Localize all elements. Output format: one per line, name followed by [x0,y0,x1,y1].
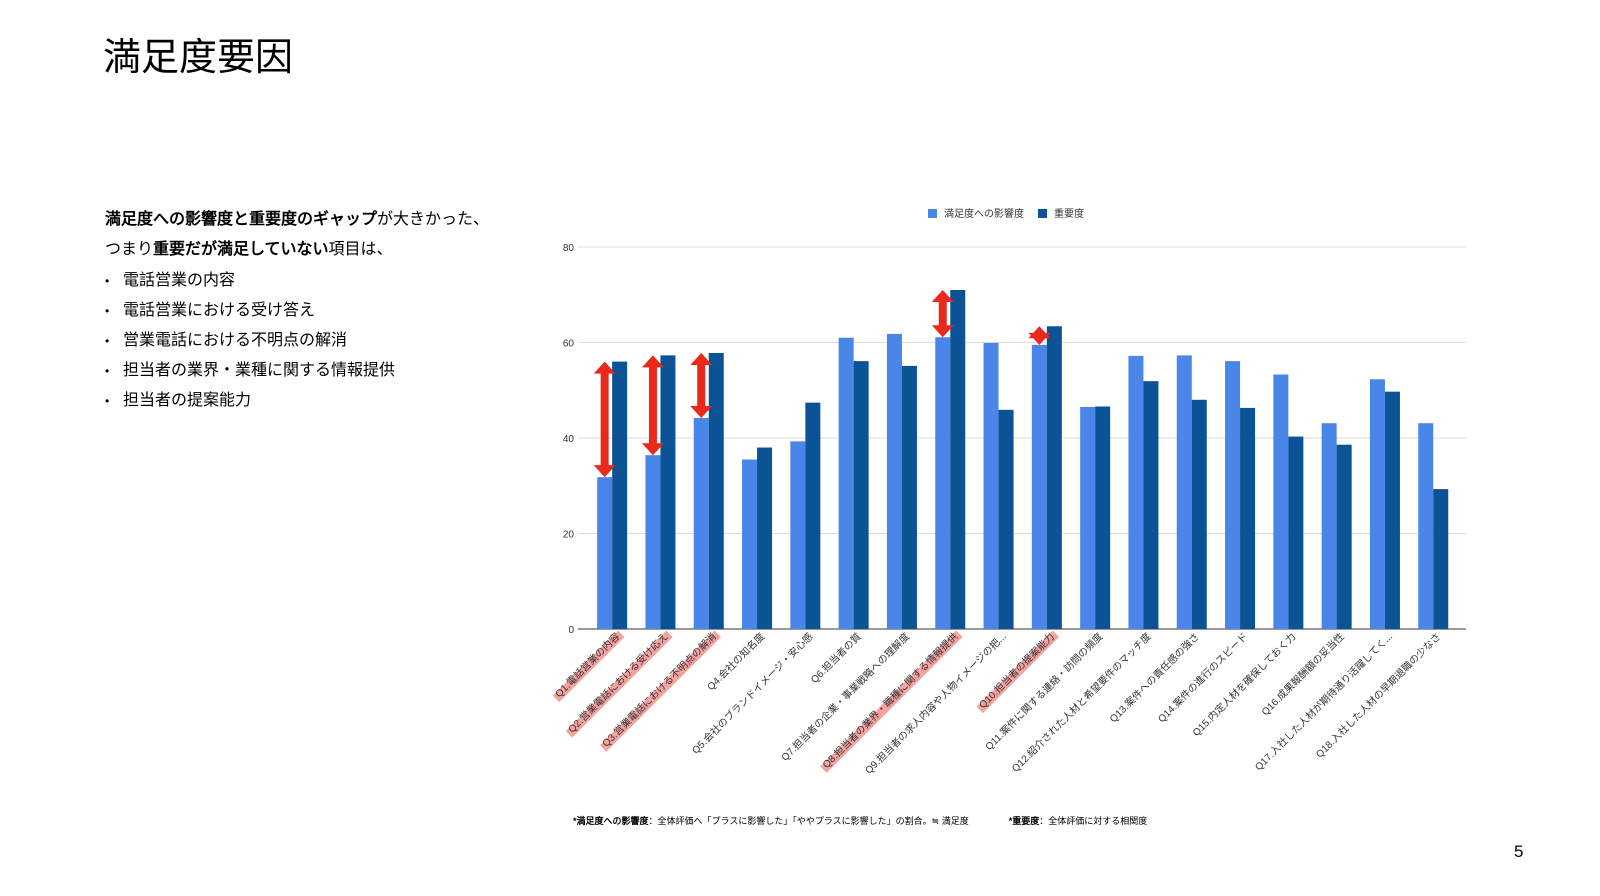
bar [645,455,661,629]
intro-text: 項目は、 [328,241,393,258]
footnote-text: ：全体評価へ「プラスに影響した」「ややプラスに影響した」の割合。≒ 満足度 [648,816,969,826]
footnote-text: ：全体評価に対する相関度 [1039,816,1148,826]
footnotes: *満足度への影響度：全体評価へ「プラスに影響した」「ややプラスに影響した」の割合… [573,814,1187,827]
legend-swatch [1038,209,1047,218]
bar [1191,399,1207,629]
bar [901,365,917,629]
bar [1031,344,1047,629]
bar [1336,444,1352,629]
bar [790,441,806,629]
y-tick-label: 80 [563,243,575,254]
y-tick-label: 20 [563,530,575,541]
page-number: 5 [1514,842,1524,861]
bar [1433,489,1449,629]
bar [805,402,821,629]
x-tick-label: Q15.内定人材を確保しておく力 [1190,630,1299,739]
label-highlight [552,630,625,703]
bar [1080,406,1096,629]
x-label-group: Q16.成果報酬額の妥当性 [1259,630,1347,718]
x-label-group: Q2.営業電話における受け応え [565,630,673,738]
bar [1128,355,1144,629]
x-tick-label: Q2.営業電話における受け応え [565,630,670,735]
gap-arrow [690,353,713,418]
bar [1095,406,1111,629]
x-label-group: Q10.担当者の提案能力 [976,630,1060,714]
bar [742,459,758,629]
bar [708,353,724,629]
bar [853,361,869,629]
bar [1418,423,1434,629]
bullet: 電話営業における受け答え [105,296,395,326]
gap-arrow [641,355,664,456]
gap-arrow [931,289,954,338]
intro-text: が大きかった、つまり [105,211,490,258]
bar [1288,436,1304,629]
bar [838,337,854,629]
bar [1240,407,1256,629]
title: 満足度要因 [103,37,294,79]
bar [935,337,951,629]
bar [1321,423,1337,629]
bar [1225,361,1241,629]
x-tick-label: Q16.成果報酬額の妥当性 [1259,630,1347,718]
x-tick-label: Q13.案件への責任感の強さ [1107,630,1202,725]
footnote: *満足度への影響度：全体評価へ「プラスに影響した」「ややプラスに影響した」の割合… [573,816,969,826]
bar [693,417,709,629]
legend-label: 満足度への影響度 [944,207,1024,220]
intro: 満足度への影響度と重要度のギャップが大きかった、つまり重要だが満足していない項目… [105,205,495,265]
bar [886,333,902,629]
bullet: 担当者の提案能力 [105,386,395,416]
y-tick-label: 0 [568,625,574,636]
x-tick-label: Q6.担当者の質 [808,630,864,686]
bar [1273,374,1289,629]
bar [1176,355,1192,629]
label-highlight [820,630,963,773]
gap-arrow [593,361,616,478]
bullet: 営業電話における不明点の解消 [105,326,395,356]
legend-label: 重要度 [1054,207,1084,220]
bar [1143,381,1159,629]
x-label-group: Q13.案件への責任感の強さ [1107,630,1202,725]
footnote-text: *重要度 [1008,816,1040,826]
gap-arrow [1028,326,1051,345]
intro-text: 重要だが満足していない [153,241,329,258]
x-label-group: Q14.案件の進行のスピード [1155,630,1250,725]
x-label-group: Q6.担当者の質 [808,630,864,686]
footnote-text: *満足度への影響度 [573,816,649,826]
legend-swatch [928,209,937,218]
label-highlight [565,630,673,738]
bar [757,447,773,629]
bar [998,409,1014,629]
x-tick-label: Q14.案件の進行のスピード [1155,630,1250,725]
y-tick-label: 40 [563,434,575,445]
bar [612,361,628,629]
intro-text: 満足度への影響度と重要度のギャップ [105,211,378,228]
footnote: *重要度：全体評価に対する相関度 [1009,816,1148,826]
bar [597,477,613,629]
bullet: 電話営業の内容 [105,266,395,296]
label-highlight [976,630,1060,714]
bar [1046,326,1062,629]
x-label-group: Q15.内定人材を確保しておく力 [1190,630,1299,739]
bar [1369,379,1385,629]
y-tick-label: 60 [563,339,575,350]
bar [1384,391,1400,629]
bullet-list: 電話営業の内容電話営業における受け答え営業電話における不明点の解消担当者の業界・… [105,266,395,416]
bar [660,355,676,629]
bar [983,342,999,629]
bar [950,289,966,629]
bullet: 担当者の業界・業種に関する情報提供 [105,356,395,386]
label-highlight [599,630,721,752]
